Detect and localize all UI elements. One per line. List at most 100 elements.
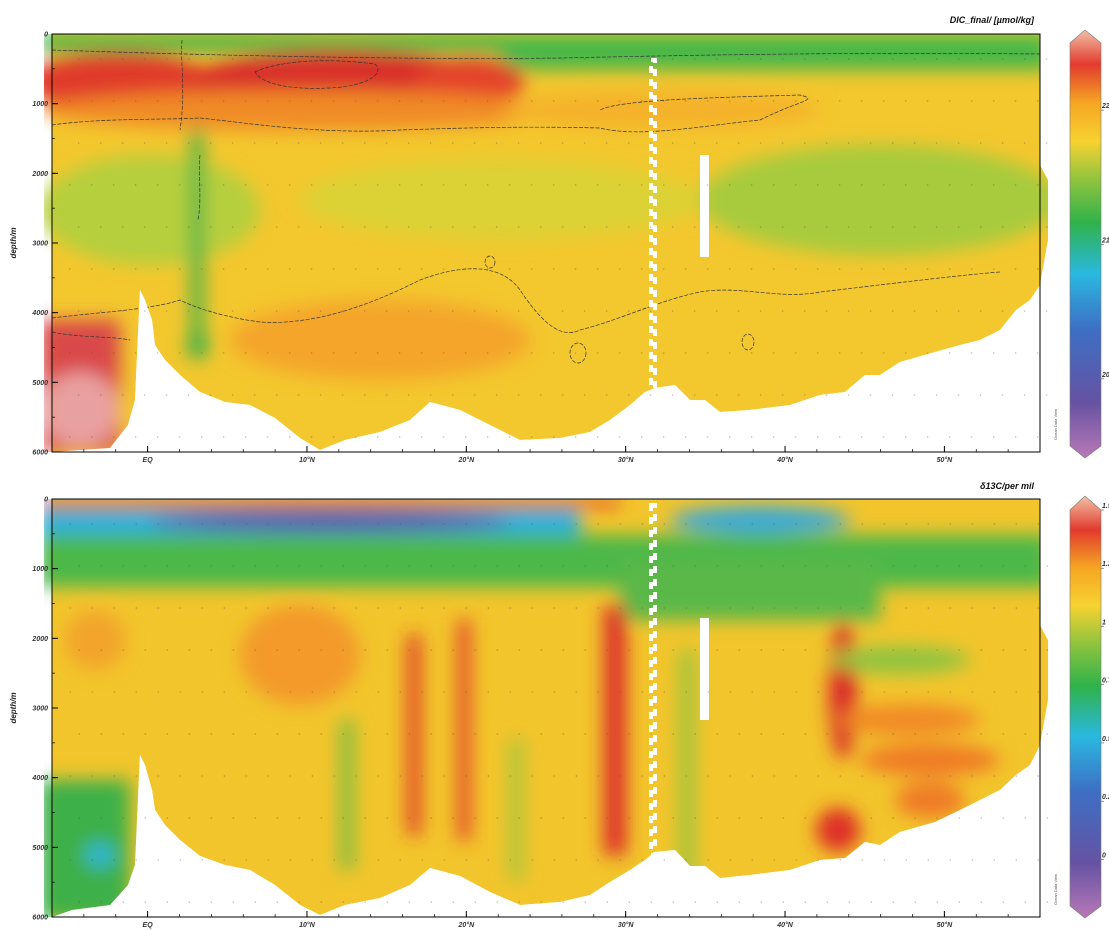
- d13c-sample-dot: [377, 607, 380, 609]
- dic-sample-dot: [715, 142, 718, 144]
- dic-sample-dot: [825, 226, 828, 228]
- dic-sample-dot: [794, 100, 797, 102]
- dic-sample-dot: [134, 268, 137, 270]
- dic-sample-dot: [684, 352, 687, 354]
- d13c-sample-dot: [707, 859, 710, 861]
- d13c-sample-dot: [144, 649, 147, 651]
- d13c-sample-dot: [364, 901, 367, 903]
- dic-sample-dot: [979, 394, 982, 396]
- d13c-sample-dot: [144, 901, 147, 903]
- d13c-sample-dot: [892, 649, 895, 651]
- d13c-sample-dot: [707, 607, 710, 609]
- d13c-x-tick-label: 20°N: [458, 921, 476, 929]
- dic-sample-dot: [165, 226, 168, 228]
- d13c-sample-dot: [672, 565, 675, 567]
- dic-sample-dot: [539, 310, 542, 312]
- dic-sample-dot: [244, 352, 247, 354]
- d13c-sample-dot: [311, 859, 314, 861]
- dic-sample-dot: [728, 436, 731, 438]
- d13c-sample-dot: [628, 565, 631, 567]
- dic-sample-dot: [992, 352, 995, 354]
- dic-sample-dot: [891, 226, 894, 228]
- d13c-sample-dot: [342, 649, 345, 651]
- d13c-sample-dot: [69, 523, 72, 525]
- dic-sample-dot: [1023, 394, 1026, 396]
- d13c-sample-dot: [355, 691, 358, 693]
- d13c-sample-dot: [377, 775, 380, 777]
- dic-sample-dot: [187, 142, 190, 144]
- dic-sample-dot: [385, 226, 388, 228]
- d13c-sample-dot: [848, 901, 851, 903]
- d13c-colorbar-body: [1069, 495, 1102, 919]
- dic-sample-dot: [539, 394, 542, 396]
- dic-sample-dot: [869, 394, 872, 396]
- d13c-sample-dot: [386, 565, 389, 567]
- dic-sample-dot: [539, 142, 542, 144]
- dic-sample-dot: [464, 184, 467, 186]
- dic-sample-dot: [341, 58, 344, 60]
- d13c-sample-dot: [223, 775, 226, 777]
- d13c-sample-dot: [518, 817, 521, 819]
- d13c-sample-dot: [949, 859, 952, 861]
- d13c-sample-dot: [298, 733, 301, 735]
- d13c-sample-dot: [399, 691, 402, 693]
- d13c-sample-dot: [839, 523, 842, 525]
- dic-sample-dot: [530, 268, 533, 270]
- d13c-sample-dot: [69, 691, 72, 693]
- d13c-sample-dot: [980, 565, 983, 567]
- d13c-red-column-43n: [829, 620, 857, 760]
- dic-sample-dot: [231, 142, 234, 144]
- d13c-sample-dot: [562, 733, 565, 735]
- dic-sample-dot: [640, 184, 643, 186]
- d13c-red-column-16n: [408, 635, 420, 835]
- d13c-sample-dot: [641, 859, 644, 861]
- d13c-sample-dot: [905, 691, 908, 693]
- d13c-sample-dot: [311, 691, 314, 693]
- dic-sample-dot: [913, 394, 916, 396]
- dic-sample-dot: [429, 394, 432, 396]
- d13c-sample-dot: [421, 775, 424, 777]
- d13c-sample-dot: [619, 523, 622, 525]
- dic-sample-dot: [926, 268, 929, 270]
- dic-sample-dot: [596, 184, 599, 186]
- d13c-sample-dot: [333, 523, 336, 525]
- dic-sample-dot: [363, 142, 366, 144]
- d13c-sample-dot: [188, 733, 191, 735]
- d13c-blobs: [44, 499, 1050, 917]
- dic-sample-dot: [385, 58, 388, 60]
- d13c-sample-dot: [883, 523, 886, 525]
- dic-sample-dot: [68, 100, 71, 102]
- d13c-sample-dot: [751, 607, 754, 609]
- d13c-sample-dot: [518, 565, 521, 567]
- dic-sample-dot: [816, 268, 819, 270]
- dic-sample-dot: [772, 268, 775, 270]
- d13c-sample-dot: [738, 565, 741, 567]
- dic-sample-dot: [354, 100, 357, 102]
- dic-sample-dot: [121, 310, 124, 312]
- dic-sample-dot: [1045, 394, 1048, 396]
- dic-sample-dot: [121, 226, 124, 228]
- d13c-sample-dot: [1015, 523, 1018, 525]
- d13c-sample-dot: [78, 901, 81, 903]
- d13c-sample-dot: [377, 691, 380, 693]
- dic-sample-dot: [156, 100, 159, 102]
- dic-sample-dot: [684, 100, 687, 102]
- dic-sample-dot: [464, 100, 467, 102]
- d13c-sample-dot: [848, 565, 851, 567]
- d13c-sample-dot: [892, 733, 895, 735]
- d13c-sample-dot: [1046, 733, 1049, 735]
- dic-sample-dot: [451, 226, 454, 228]
- d13c-sample-dot: [465, 607, 468, 609]
- dic-sample-dot: [825, 58, 828, 60]
- d13c-sample-dot: [971, 523, 974, 525]
- dic-sample-dot: [1001, 226, 1004, 228]
- d13c-sample-dot: [386, 817, 389, 819]
- d13c-sample-dot: [210, 901, 213, 903]
- d13c-sample-dot: [729, 607, 732, 609]
- d13c-sample-dot: [597, 691, 600, 693]
- dic-sample-dot: [1001, 58, 1004, 60]
- dic-sample-dot: [530, 436, 533, 438]
- dic-sample-dot: [737, 310, 740, 312]
- dic-contour-2200: [51, 94, 809, 133]
- d13c-sample-dot: [597, 859, 600, 861]
